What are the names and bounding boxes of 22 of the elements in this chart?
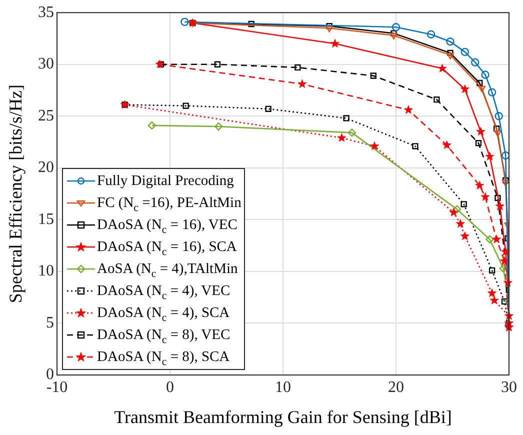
legend-label: Fully Digital Precoding (97, 172, 234, 191)
y-tick-label: 20 (38, 159, 54, 176)
legend-label: FC (N$_{c}$ =16), PE-AltMin (97, 194, 242, 214)
legend-label: DAoSA (N$_{c}$ = 4), VEC (97, 282, 230, 302)
legend-label: DAoSA (N$_{c}$ = 4), SCA (97, 304, 230, 324)
y-tick-label: 15 (38, 210, 54, 228)
legend-label: DAoSA (N$_{c}$ = 16), VEC (97, 216, 238, 236)
x-tick-label: 10 (275, 378, 291, 396)
legend-label: AoSA (N$_{c}$ = 4),TAltMin (97, 260, 238, 280)
y-axis-title: Spectral Efficiency [bits/s/Hz] (6, 84, 26, 304)
y-tick-label: 35 (38, 4, 54, 21)
legend-label: DAoSA (N$_{c}$ = 8), SCA (97, 348, 230, 368)
y-tick-label: 25 (38, 107, 54, 124)
x-tick-label: 30 (501, 378, 517, 396)
y-tick-label: 5 (46, 314, 54, 332)
y-tick-label: 30 (38, 56, 54, 73)
y-tick-label: 10 (38, 262, 54, 280)
x-tick-label: 20 (388, 378, 404, 396)
legend-label: DAoSA (N$_{c}$ = 16), SCA (97, 238, 237, 258)
x-tick-label: 0 (166, 378, 174, 396)
legend-label: DAoSA (N$_{c}$ = 8), VEC (97, 326, 230, 346)
x-axis-title: Transmit Beamforming Gain for Sensing [dBi] (114, 406, 452, 427)
